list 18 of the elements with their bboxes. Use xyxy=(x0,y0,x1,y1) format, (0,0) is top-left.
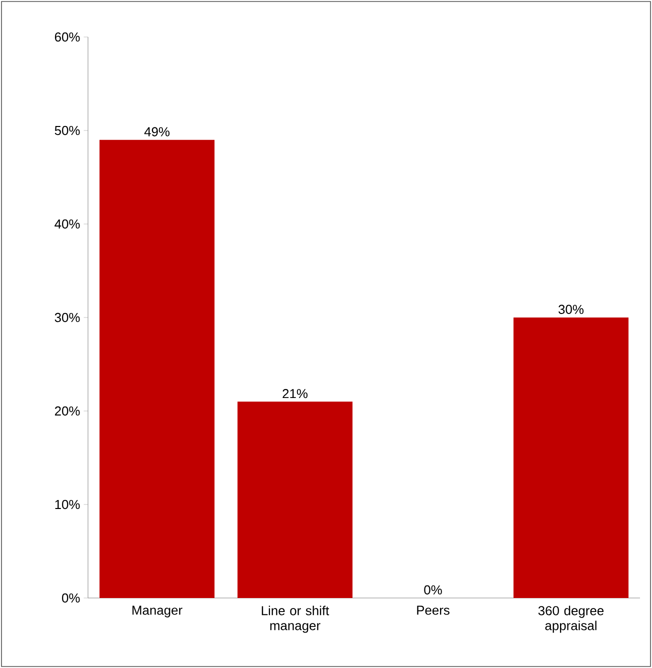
bar xyxy=(100,140,214,598)
y-tick-label: 0% xyxy=(62,593,80,603)
y-tick-label: 40% xyxy=(54,219,80,229)
data-label: 0% xyxy=(424,585,442,594)
y-tick-label: 10% xyxy=(55,500,80,510)
bar xyxy=(514,317,628,598)
y-tick-label: 60% xyxy=(54,32,80,42)
data-label: 21% xyxy=(282,389,308,398)
x-tick-label: 360 degree appraisal xyxy=(538,606,604,633)
y-tick-label: 50% xyxy=(54,126,80,136)
data-label: 49% xyxy=(144,127,170,136)
x-tick-label: Manager xyxy=(132,606,182,618)
y-tick-label: 20% xyxy=(54,406,80,416)
x-tick-label: Peers xyxy=(417,606,450,615)
bar xyxy=(238,402,352,598)
data-label: 30% xyxy=(558,304,584,314)
y-tick-label: 30% xyxy=(54,312,80,322)
x-tick-label: Line or shift manager xyxy=(262,606,330,633)
